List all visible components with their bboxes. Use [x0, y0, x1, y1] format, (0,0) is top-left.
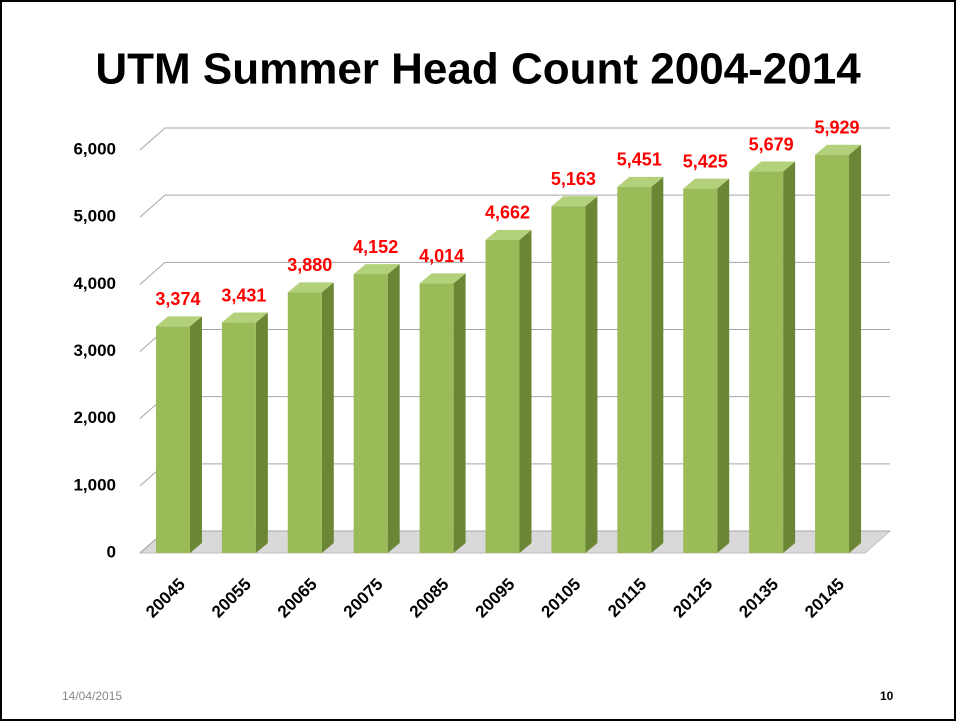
data-label: 5,163	[551, 169, 596, 189]
footer-date: 14/04/2015	[62, 689, 122, 703]
data-label: 3,431	[221, 285, 266, 305]
data-label: 5,679	[749, 134, 794, 154]
bar-side	[783, 161, 796, 554]
bar-side	[321, 282, 334, 553]
bar-side	[255, 312, 268, 553]
bar-side	[849, 144, 862, 553]
page-number: 10	[880, 689, 894, 703]
bar-side	[519, 229, 532, 553]
y-tick-label: 0	[107, 542, 116, 561]
bar-side	[585, 196, 598, 553]
data-label: 3,880	[287, 255, 332, 275]
bar	[815, 154, 850, 553]
data-label: 5,451	[617, 150, 662, 170]
y-tick-label: 2,000	[73, 408, 116, 427]
bar-top	[617, 176, 664, 187]
bar	[551, 206, 586, 553]
bar-top	[551, 196, 598, 207]
bar-side	[651, 176, 664, 553]
bar	[287, 292, 322, 553]
y-tick-label: 5,000	[73, 207, 116, 226]
bar	[221, 322, 256, 553]
data-label: 3,374	[155, 289, 200, 309]
y-tick-label: 3,000	[73, 341, 116, 360]
chart-title: UTM Summer Head Count 2004-2014	[95, 45, 861, 94]
bar	[419, 283, 454, 553]
grid-line	[139, 127, 890, 151]
bar-top	[683, 178, 730, 189]
bar	[683, 188, 718, 553]
data-label: 4,662	[485, 203, 530, 223]
bar-top	[749, 161, 796, 172]
data-label: 4,152	[353, 237, 398, 257]
bar-side	[717, 178, 730, 553]
bar-side	[387, 264, 400, 553]
data-label: 5,425	[683, 151, 728, 171]
bar-top	[815, 144, 862, 155]
bar-top	[353, 264, 400, 275]
bar	[155, 326, 190, 553]
data-label: 5,929	[815, 118, 860, 138]
bar	[353, 274, 388, 553]
bar	[749, 171, 784, 554]
bar-top	[485, 229, 532, 240]
bar-top	[155, 316, 202, 327]
y-tick-label: 1,000	[73, 475, 116, 494]
bar-top	[287, 282, 334, 293]
bar-side	[189, 316, 202, 553]
bar	[485, 239, 520, 553]
bar-side	[453, 273, 466, 553]
data-label: 4,014	[419, 246, 464, 266]
bar-top	[419, 273, 466, 284]
bar	[617, 186, 652, 553]
y-tick-label: 6,000	[73, 139, 116, 158]
y-tick-label: 4,000	[73, 274, 116, 293]
bar-top	[221, 312, 268, 323]
